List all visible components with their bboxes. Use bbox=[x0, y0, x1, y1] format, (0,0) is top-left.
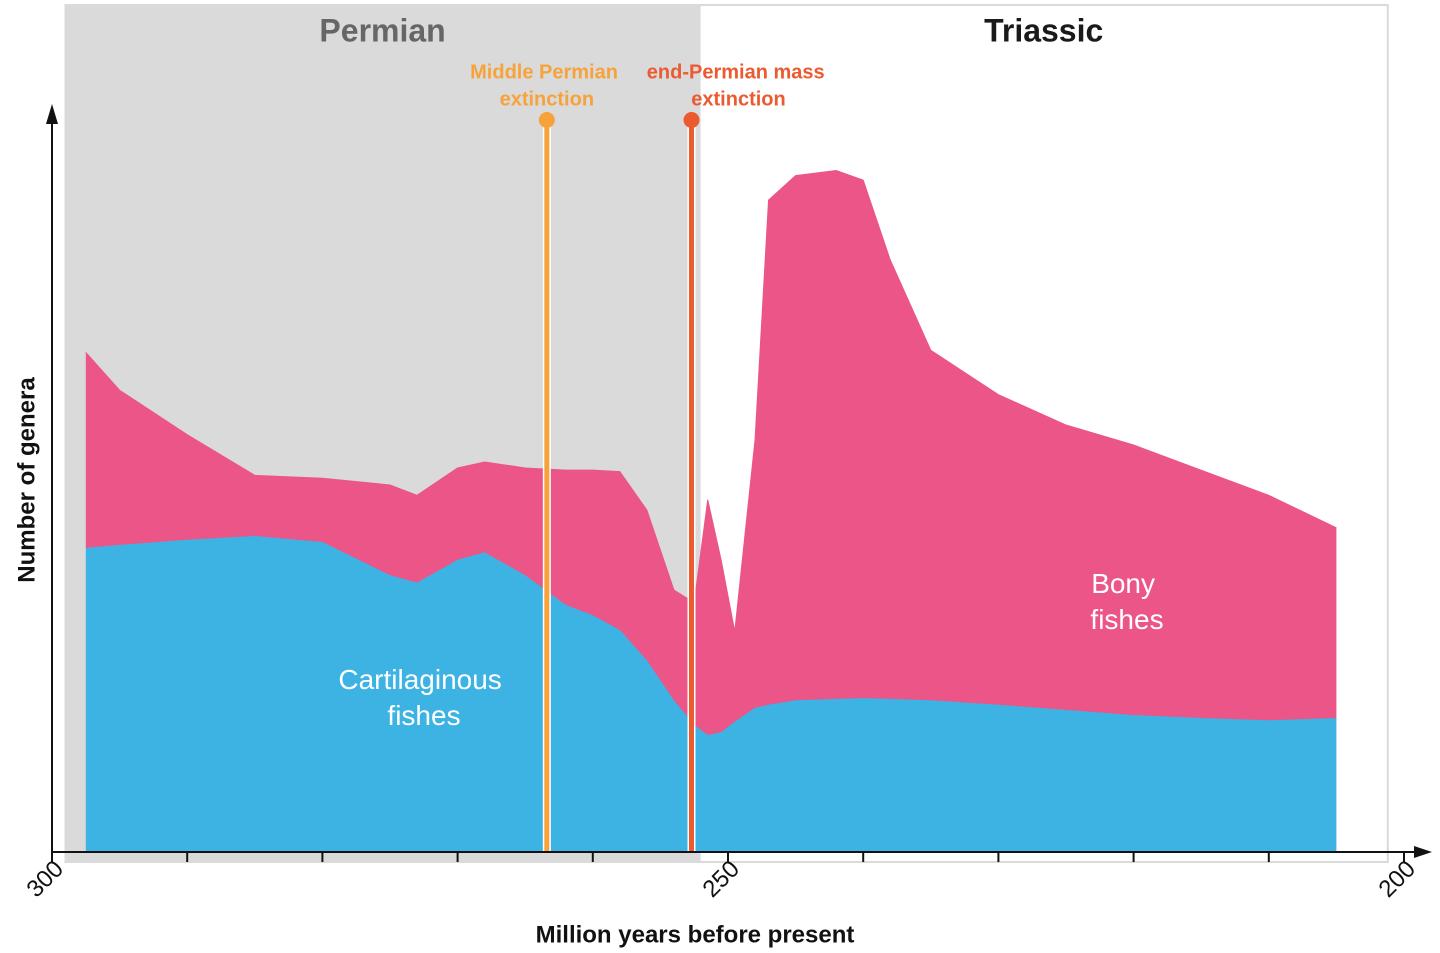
area-fill bbox=[85, 536, 1337, 852]
event-label: Middle Permian extinction bbox=[470, 62, 623, 111]
event-marker bbox=[538, 112, 555, 128]
y-axis-arrow bbox=[46, 104, 58, 124]
series-label: Cartilaginous fishes bbox=[338, 664, 509, 731]
x-tick-label: 300 bbox=[21, 855, 68, 902]
y-axis-label: Number of genera bbox=[13, 377, 40, 583]
period-label: Triassic bbox=[984, 12, 1103, 48]
event-label: end-Permian mass extinction bbox=[647, 62, 830, 111]
series-label: Bony fishes bbox=[1090, 568, 1163, 635]
area-fill bbox=[85, 170, 1337, 736]
event-marker bbox=[683, 112, 700, 128]
area-edge bbox=[85, 535, 1337, 736]
area-edge bbox=[85, 169, 1337, 632]
period-label: Permian bbox=[319, 12, 445, 48]
x-axis-label: Million years before present bbox=[536, 921, 855, 948]
x-axis-arrow bbox=[1414, 846, 1432, 858]
area-layer bbox=[85, 169, 1337, 852]
